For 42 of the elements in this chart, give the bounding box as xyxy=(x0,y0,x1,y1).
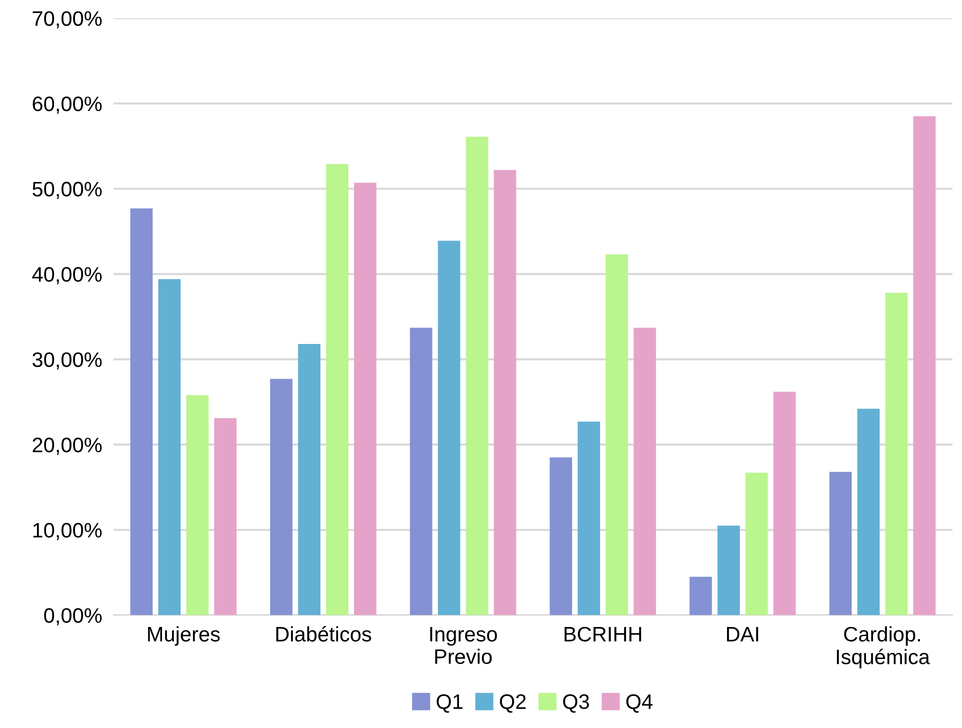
bar xyxy=(634,328,656,616)
y-tick-label: 0,00% xyxy=(44,608,102,626)
bar xyxy=(913,116,936,616)
bar xyxy=(745,472,768,616)
bar xyxy=(857,408,880,616)
y-tick-label: 20,00% xyxy=(32,438,102,455)
y-tick-label: 70,00% xyxy=(32,11,102,28)
y-tick-label: 50,00% xyxy=(32,182,102,199)
x-tick-label: Cardiop. Isquémica xyxy=(836,626,930,668)
bar xyxy=(214,418,237,616)
bar xyxy=(270,378,292,616)
bar xyxy=(578,422,600,616)
bar xyxy=(410,328,432,616)
bar xyxy=(130,208,153,616)
bar xyxy=(158,279,181,616)
y-tick-label: 10,00% xyxy=(33,522,102,540)
bar xyxy=(885,292,908,616)
bar xyxy=(690,576,712,616)
bar xyxy=(186,395,209,616)
bar xyxy=(494,170,516,616)
bar xyxy=(829,472,852,616)
legend-label: Q1 xyxy=(436,694,462,713)
bar xyxy=(466,136,488,616)
legend-label: Q4 xyxy=(626,694,652,713)
bar xyxy=(326,164,348,616)
bar xyxy=(773,392,796,616)
x-tick-label: Mujeres xyxy=(148,626,220,646)
bar xyxy=(606,254,628,616)
y-tick-label: 60,00% xyxy=(32,96,102,114)
bar xyxy=(298,344,320,616)
x-tick-label: DAI xyxy=(727,627,758,642)
x-tick-label: Ingreso Previo xyxy=(430,627,497,664)
legend-label: Q2 xyxy=(500,694,526,713)
y-tick-label: 40,00% xyxy=(32,267,102,284)
legend-label: Q3 xyxy=(563,694,589,713)
x-tick-label: BCRIHH xyxy=(564,626,642,642)
bar xyxy=(438,240,460,616)
bar xyxy=(354,182,376,616)
bar xyxy=(718,526,740,616)
x-tick-label: Diabéticos xyxy=(276,626,372,642)
y-tick-label: 30,00% xyxy=(32,352,102,370)
bar xyxy=(550,457,572,616)
